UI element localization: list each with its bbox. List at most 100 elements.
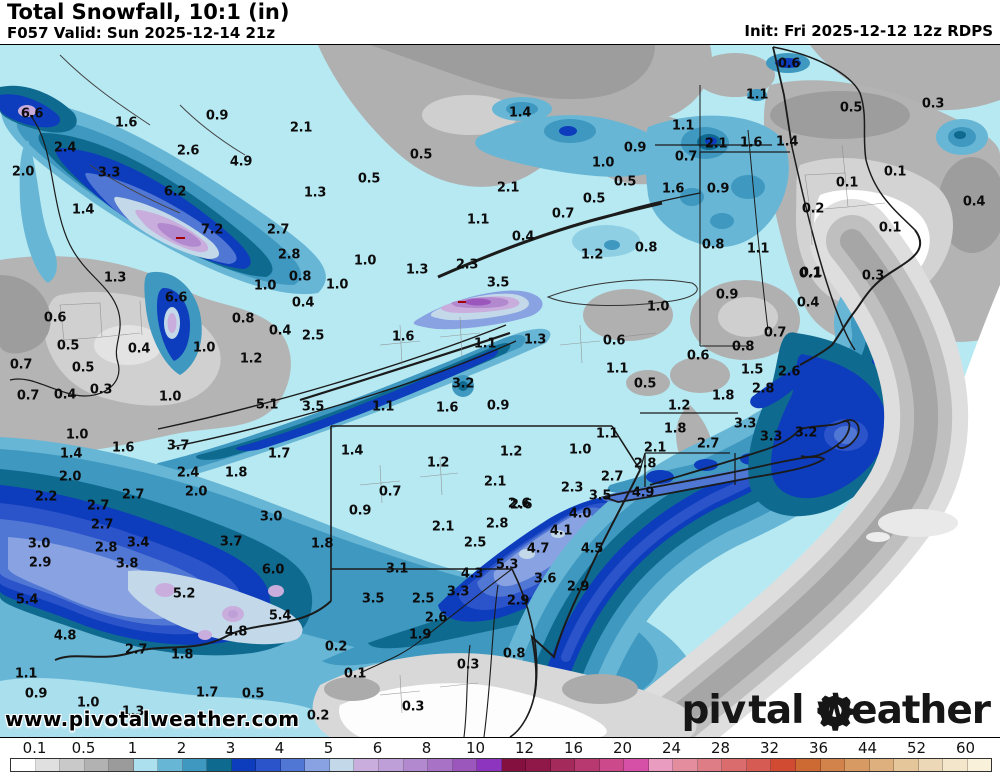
map-value-label: 1.2	[499, 444, 523, 460]
map-value-label: 0.2	[801, 201, 825, 217]
map-value-label: 2.3	[455, 257, 479, 273]
colorbar-tick-label: 6	[372, 739, 383, 757]
map-value-label: 0.3	[456, 657, 480, 673]
map-value-label: 1.1	[14, 666, 38, 682]
map-value-label: 4.8	[224, 624, 248, 640]
map-value-label: 7.2	[200, 222, 224, 238]
map-value-label: 0.1	[798, 266, 822, 282]
map-value-label: 5.3	[495, 557, 519, 573]
colorbar-swatch	[109, 759, 134, 771]
map-value-label: 1.0	[325, 277, 349, 293]
colorbar-tick-label: 16	[563, 739, 584, 757]
map-value-label: 0.9	[348, 503, 372, 519]
county-lines	[59, 144, 886, 714]
map-value-label: 3.5	[361, 591, 385, 607]
map-value-label: 2.5	[301, 328, 325, 344]
map-value-label: 2.1	[496, 180, 520, 196]
map-value-label: 1.1	[466, 212, 490, 228]
map-value-label: 2.6	[509, 497, 533, 513]
colorbar-swatch	[550, 759, 576, 771]
map-value-label: 5.1	[255, 397, 279, 413]
colorbar-tick-label: 10	[465, 739, 486, 757]
colorbar-tick-label: 44	[857, 739, 878, 757]
map-value-label: 3.7	[219, 534, 243, 550]
colorbar-tick-label: 0.5	[71, 739, 96, 757]
map-value-label: 1.4	[508, 105, 532, 121]
map-value-label: 5.2	[172, 586, 196, 602]
map-value-label: 3.3	[97, 165, 121, 181]
map-value-label: 1.4	[775, 134, 799, 150]
map-value-label: 0.9	[205, 108, 229, 124]
map-value-label: 0.8	[502, 646, 526, 662]
colorbar-swatch	[845, 759, 870, 771]
map-value-label: 2.4	[53, 140, 77, 156]
map-value-label: 3.8	[115, 556, 139, 572]
map-value-label: 0.9	[715, 287, 739, 303]
colorbar-tick-label: 60	[955, 739, 976, 757]
map-value-label: 1.4	[59, 446, 83, 462]
map-value-label: 1.7	[195, 685, 219, 701]
map-value-label: 6.6	[20, 106, 44, 122]
snowfall-map[interactable]: 6.6 1.6 0.9 2.1 2.4 2.6 4.9 2.0 3.3 6.2 1.3 1.4 7.2 2…	[0, 44, 1000, 738]
contour-southern-new-england	[602, 332, 904, 517]
map-value-label: 6.0	[261, 562, 285, 578]
map-value-label: 2.7	[90, 517, 114, 533]
map-value-label: 0.6	[43, 310, 67, 326]
colorbar-swatch	[526, 759, 551, 771]
colorbar-tick-label: 3	[225, 739, 236, 757]
map-value-label: 3.2	[451, 376, 475, 392]
map-value-label: 1.1	[371, 399, 395, 415]
map-value-label: 0.5	[582, 191, 606, 207]
map-value-label: 5.4	[268, 608, 292, 624]
map-value-label: 2.0	[184, 484, 208, 500]
colorbar-tick-label: 0.1	[22, 739, 47, 757]
map-value-label: 1.2	[239, 351, 263, 367]
colorbar-swatch	[771, 759, 796, 771]
map-value-label: 5.4	[15, 592, 39, 608]
map-value-label: 2.1	[643, 440, 667, 456]
map-value-label: 0.1	[835, 175, 859, 191]
map-value-label: 0.2	[324, 639, 348, 655]
map-value-label: 2.7	[86, 498, 110, 514]
map-value-label: 3.2	[794, 425, 818, 441]
map-value-label: 3.3	[733, 416, 757, 432]
map-value-label: 3.0	[27, 536, 51, 552]
map-value-label: 0.7	[763, 325, 787, 341]
state-borders	[9, 46, 922, 737]
colorbar-tick-label: 4	[274, 739, 285, 757]
map-value-label: 0.7	[674, 149, 698, 165]
map-value-label: 1.0	[65, 427, 89, 443]
map-value-label: 1.3	[405, 262, 429, 278]
forecast-valid-text: F057 Valid: Sun 2025-12-14 21z	[7, 24, 276, 42]
map-value-label: 0.1	[343, 666, 367, 682]
watermark: www.pivotalweather.com	[5, 707, 300, 731]
colorbar-tick-label: 24	[661, 739, 682, 757]
map-value-label: 2.0	[58, 469, 82, 485]
colorbar-swatch	[722, 759, 747, 771]
map-value-label: 2.4	[176, 465, 200, 481]
map-value-label: 3.5	[588, 488, 612, 504]
map-value-label: 0.6	[602, 333, 626, 349]
map-value-label: 2.1	[431, 519, 455, 535]
map-value-label: 0.8	[231, 311, 255, 327]
map-value-label: 1.0	[568, 442, 592, 458]
colorbar-swatch	[403, 759, 429, 771]
map-value-label: 0.4	[796, 295, 820, 311]
colorbar-tick-label: 12	[514, 739, 535, 757]
map-value-label: 2.6	[176, 143, 200, 159]
map-value-label: 0.9	[24, 686, 48, 702]
header: Total Snowfall, 10:1 (in) F057 Valid: Su…	[0, 0, 1000, 44]
map-value-label: 2.1	[704, 136, 728, 152]
map-value-label: 2.7	[266, 222, 290, 238]
map-value-label: 1.8	[663, 421, 687, 437]
map-value-label: 0.1	[878, 220, 902, 236]
logo-text-tal-weather: tal weather	[748, 688, 991, 733]
map-value-label: 6.2	[163, 184, 187, 200]
map-value-label: 2.7	[696, 436, 720, 452]
colorbar-swatch	[207, 759, 232, 771]
colorbar-swatch	[648, 759, 674, 771]
map-value-label: 1.5	[740, 362, 764, 378]
map-value-label: 1.4	[71, 202, 95, 218]
map-value-label: 1.1	[671, 118, 695, 134]
map-value-label: 0.5	[633, 376, 657, 392]
